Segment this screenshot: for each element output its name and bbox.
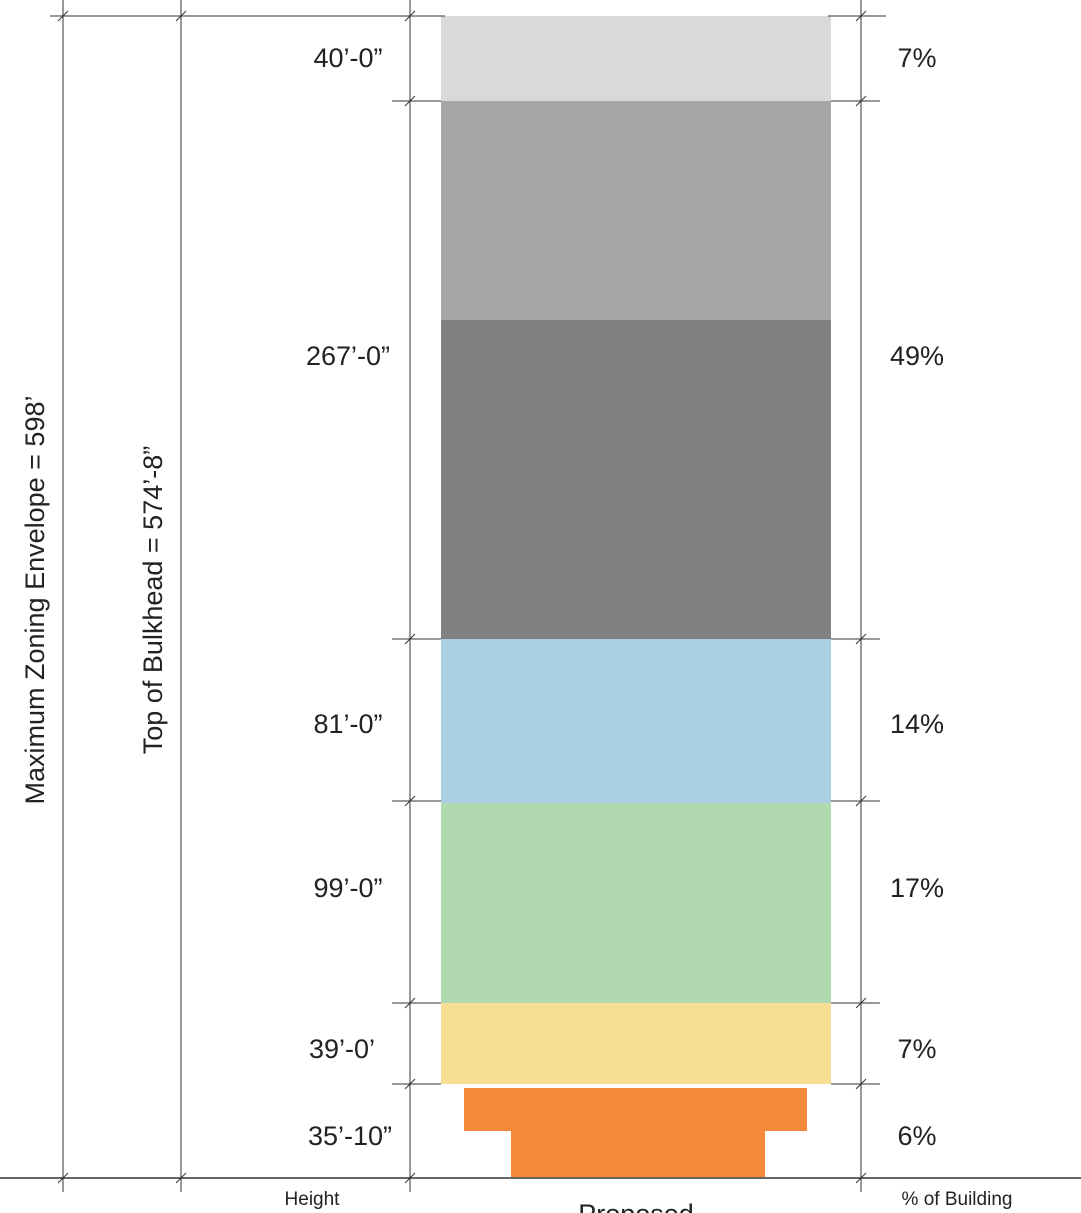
height-label-2: 267’-0” bbox=[306, 341, 390, 371]
percent-label-5: 7% bbox=[897, 1034, 936, 1064]
height-column-label: Height bbox=[285, 1189, 341, 1210]
envelope-label: Maximum Zoning Envelope = 598’ bbox=[20, 396, 50, 805]
block-yellow bbox=[441, 1003, 831, 1084]
block-lower-tower bbox=[441, 320, 831, 639]
percent-label-1: 7% bbox=[897, 43, 936, 73]
percent-column-label: % of Building bbox=[902, 1189, 1013, 1210]
height-ticks bbox=[392, 100, 880, 1085]
block-mechanical bbox=[441, 16, 831, 101]
height-label-1: 40’-0” bbox=[313, 43, 382, 73]
block-blue bbox=[441, 639, 831, 803]
height-label-3: 81’-0” bbox=[313, 709, 382, 739]
percent-label-3: 14% bbox=[890, 709, 944, 739]
building-blocks bbox=[441, 16, 831, 1177]
slash-ticks bbox=[57, 10, 867, 1184]
block-base bbox=[464, 1088, 807, 1177]
height-label-6: 35’-10” bbox=[308, 1121, 392, 1151]
percent-label-4: 17% bbox=[890, 873, 944, 903]
bulkhead-label: Top of Bulkhead = 574’-8” bbox=[138, 446, 168, 754]
percent-label-6: 6% bbox=[897, 1121, 936, 1151]
height-label-4: 99’-0” bbox=[313, 873, 382, 903]
block-upper-tower bbox=[441, 101, 831, 320]
block-green bbox=[441, 803, 831, 1003]
percent-label-2: 49% bbox=[890, 341, 944, 371]
height-label-5: 39’-0’ bbox=[309, 1034, 375, 1064]
proposed-label: Proposed bbox=[578, 1199, 694, 1213]
